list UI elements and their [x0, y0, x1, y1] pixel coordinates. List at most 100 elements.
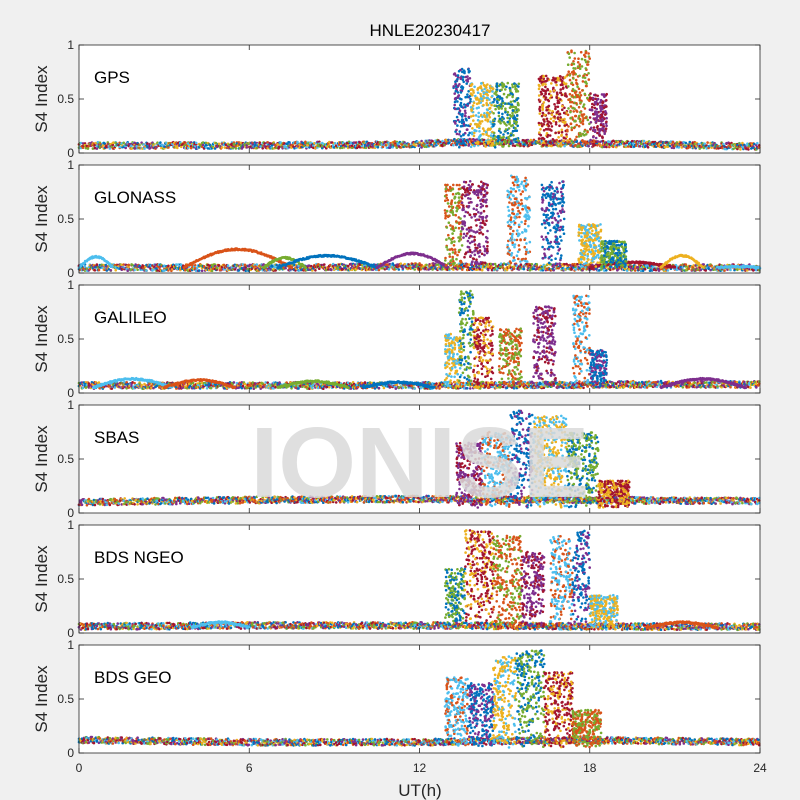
- data-point: [466, 102, 470, 106]
- data-point: [243, 143, 247, 147]
- data-point: [544, 140, 548, 143]
- data-point: [346, 264, 350, 268]
- data-point: [457, 141, 461, 144]
- data-point: [479, 97, 483, 100]
- data-point: [508, 122, 511, 126]
- data-point: [516, 101, 520, 105]
- data-point: [605, 124, 608, 127]
- data-point: [469, 84, 473, 87]
- data-point: [469, 145, 473, 149]
- data-point: [473, 129, 476, 132]
- data-point: [497, 105, 500, 109]
- data-point: [189, 146, 193, 150]
- data-point: [580, 139, 584, 143]
- data-point: [598, 127, 601, 131]
- data-point: [495, 88, 499, 91]
- data-point: [558, 75, 562, 78]
- data-point: [514, 122, 518, 126]
- data-point: [498, 127, 501, 131]
- data-point: [206, 147, 210, 150]
- data-point: [575, 102, 578, 105]
- data-point: [122, 141, 125, 145]
- data-points: [77, 49, 761, 151]
- data-point: [577, 57, 580, 60]
- data-point: [582, 74, 585, 78]
- data-point: [213, 147, 217, 150]
- data-point: [538, 79, 542, 83]
- data-point: [469, 100, 472, 103]
- data-point: [599, 101, 602, 104]
- data-point: [573, 51, 576, 55]
- data-point: [554, 77, 557, 80]
- data-point: [464, 124, 468, 127]
- data-point: [587, 78, 591, 81]
- data-point: [258, 141, 262, 145]
- data-point: [453, 92, 457, 95]
- data-point: [467, 115, 471, 119]
- data-point: [594, 111, 597, 114]
- data-point: [605, 99, 608, 102]
- data-point: [554, 107, 557, 111]
- data-point: [559, 83, 563, 87]
- data-point: [540, 114, 544, 118]
- data-point: [575, 140, 578, 144]
- data-point: [643, 267, 647, 271]
- data-point: [467, 124, 470, 127]
- data-point: [583, 133, 586, 137]
- data-point: [460, 142, 463, 145]
- data-point: [559, 98, 562, 101]
- data-point: [666, 269, 670, 272]
- data-point: [555, 83, 558, 87]
- data-point: [551, 78, 554, 82]
- data-point: [547, 111, 550, 115]
- data-point: [506, 116, 509, 120]
- data-point: [478, 99, 481, 103]
- data-point: [706, 141, 709, 144]
- data-point: [512, 267, 516, 271]
- data-point: [563, 117, 566, 121]
- data-point: [522, 267, 526, 271]
- data-point: [538, 131, 541, 134]
- data-point: [551, 110, 554, 113]
- data-point: [469, 115, 473, 118]
- data-point: [577, 144, 580, 148]
- data-point: [481, 127, 485, 130]
- data-point: [576, 61, 580, 64]
- data-point: [506, 113, 509, 117]
- data-point: [176, 146, 179, 150]
- data-point: [594, 117, 597, 120]
- data-point: [193, 264, 197, 267]
- data-point: [501, 145, 504, 148]
- data-point: [456, 77, 459, 81]
- chart-title: HNLE20230417: [370, 21, 491, 40]
- data-point: [576, 85, 579, 89]
- data-point: [509, 133, 513, 137]
- data-point: [505, 85, 508, 89]
- data-point: [143, 147, 146, 150]
- data-point: [482, 83, 486, 87]
- data-point: [589, 92, 592, 95]
- data-point: [284, 266, 287, 270]
- data-point: [97, 268, 101, 272]
- data-point: [511, 95, 514, 99]
- data-point: [81, 142, 85, 145]
- data-point: [565, 133, 568, 136]
- data-point: [288, 141, 291, 144]
- data-point: [142, 143, 145, 146]
- data-point: [194, 141, 198, 145]
- data-point: [509, 92, 512, 95]
- data-point: [603, 132, 606, 135]
- data-point: [539, 90, 543, 94]
- data-point: [563, 144, 566, 148]
- data-point: [462, 80, 466, 84]
- y-tick-label: 0.5: [57, 92, 74, 106]
- data-point: [261, 147, 265, 150]
- data-point: [602, 123, 605, 126]
- data-point: [584, 116, 588, 119]
- data-point: [114, 268, 117, 272]
- data-point: [595, 107, 598, 111]
- data-point: [467, 133, 470, 137]
- data-point: [468, 137, 472, 141]
- data-point: [598, 130, 601, 133]
- data-point: [457, 94, 460, 98]
